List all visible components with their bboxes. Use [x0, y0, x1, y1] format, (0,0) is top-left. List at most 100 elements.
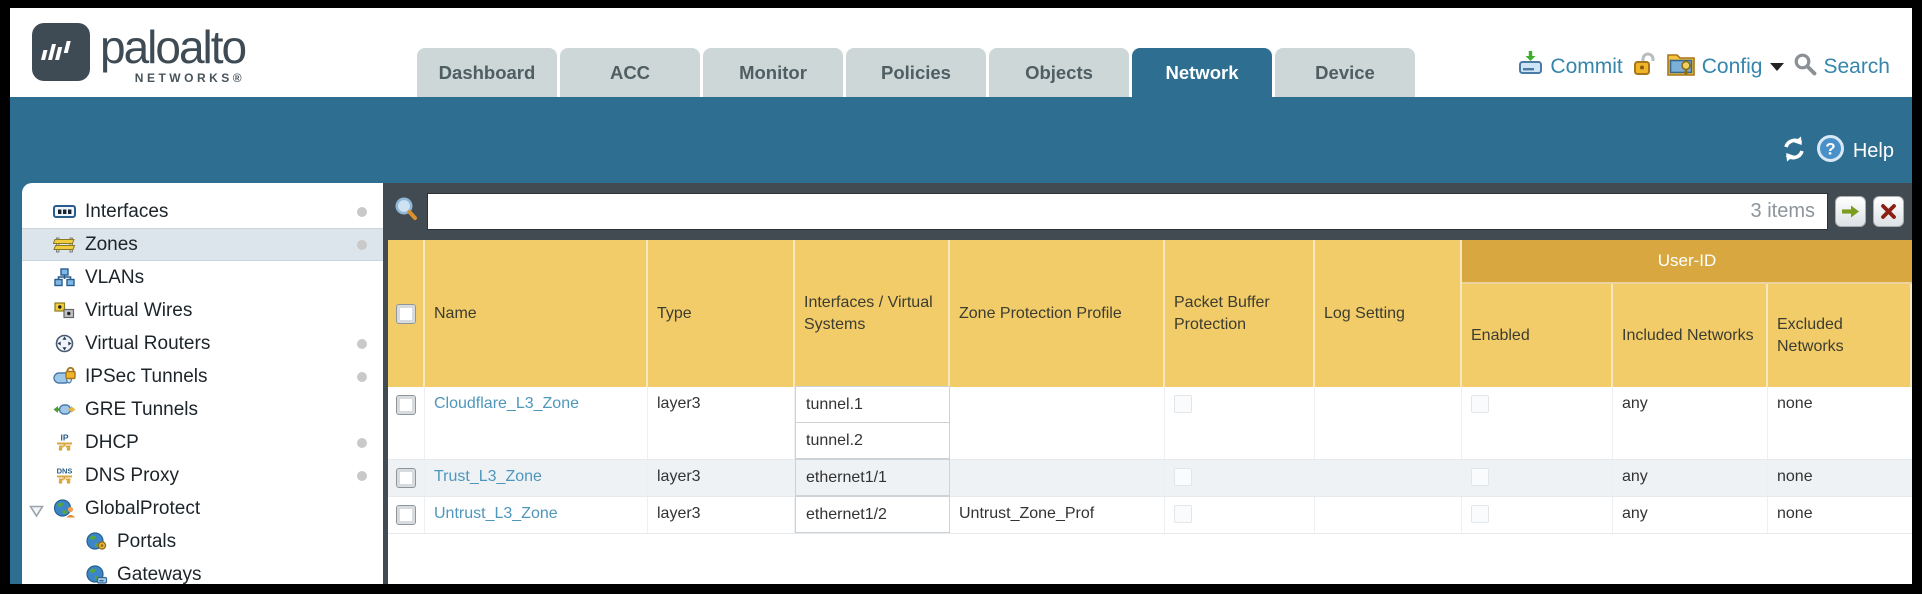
row-select-cell — [388, 497, 425, 533]
sidebar-item-gateways[interactable]: Gateways — [22, 558, 383, 584]
sidebar-item-globalprotect[interactable]: GlobalProtect — [22, 492, 383, 525]
sidebar-item-dhcp[interactable]: IP DHCP — [22, 426, 383, 459]
select-all-checkbox[interactable] — [395, 303, 416, 324]
virtual-routers-icon — [52, 334, 76, 354]
svg-text:DNS: DNS — [56, 467, 72, 476]
refresh-icon[interactable] — [1780, 135, 1808, 169]
column-header-zone-protection-profile[interactable]: Zone Protection Profile — [950, 240, 1165, 387]
panel-splitter[interactable] — [383, 183, 388, 584]
globalprotect-icon — [52, 499, 76, 519]
commit-label: Commit — [1550, 54, 1623, 78]
user-id-enabled-cell — [1462, 387, 1613, 459]
user-id-enabled-checkbox[interactable] — [1471, 505, 1489, 523]
help-label[interactable]: Help — [1852, 140, 1894, 162]
column-header-packet-buffer-protection[interactable]: Packet Buffer Protection — [1165, 240, 1315, 387]
row-checkbox[interactable] — [396, 505, 416, 525]
chevron-down-icon — [1770, 62, 1785, 71]
zone-interfaces-cell: ethernet1/2 — [795, 496, 950, 533]
status-dot — [357, 471, 367, 481]
user-id-enabled-cell — [1462, 497, 1613, 533]
zone-name-link[interactable]: Cloudflare_L3_Zone — [434, 395, 579, 412]
sidebar-item-label: Zones — [85, 233, 138, 255]
interfaces-icon — [52, 202, 76, 222]
included-networks-cell: any — [1613, 460, 1768, 496]
tab-monitor[interactable]: Monitor — [703, 48, 843, 97]
excluded-networks-cell: none — [1777, 505, 1813, 522]
filter-input[interactable] — [428, 194, 1751, 229]
lock-icon[interactable] — [1632, 51, 1657, 83]
zone-protection-profile-cell — [950, 460, 1165, 496]
sidebar-column: Interfaces Zones VLANs Virtual Wires Virtual… — [10, 183, 383, 584]
column-header-excluded-networks[interactable]: Excluded Networks — [1768, 284, 1912, 387]
svg-text:?: ? — [1825, 140, 1835, 159]
zone-interfaces-cell: tunnel.1 tunnel.2 — [795, 386, 950, 459]
brand-subtitle: NETWORKS® — [134, 71, 246, 85]
config-menu-button[interactable]: Config — [1666, 51, 1785, 83]
tab-device[interactable]: Device — [1275, 48, 1415, 97]
log-setting-cell — [1315, 387, 1462, 459]
row-checkbox[interactable] — [396, 395, 416, 415]
main-nav-tabs: Dashboard ACC Monitor Policies Objects Networ… — [417, 48, 1415, 97]
packet-buffer-protection-cell — [1165, 497, 1315, 533]
tab-acc[interactable]: ACC — [560, 48, 700, 97]
sidebar-item-label: Virtual Routers — [85, 332, 211, 354]
user-id-enabled-checkbox[interactable] — [1471, 395, 1489, 413]
column-header-interfaces[interactable]: Interfaces / Virtual Systems — [795, 240, 950, 387]
vlans-icon — [52, 268, 76, 288]
zone-type-cell: layer3 — [648, 497, 795, 533]
column-header-enabled[interactable]: Enabled — [1462, 284, 1613, 387]
sidebar-item-label: Gateways — [117, 563, 202, 585]
portals-icon — [84, 532, 108, 552]
tree-expand-icon[interactable] — [29, 502, 44, 518]
help-icon[interactable]: ? — [1816, 134, 1845, 169]
column-header-included-networks[interactable]: Included Networks — [1613, 284, 1768, 387]
filter-strip: 3 items — [388, 183, 1912, 240]
tab-network[interactable]: Network — [1132, 48, 1272, 97]
sidebar-item-gre-tunnels[interactable]: GRE Tunnels — [22, 393, 383, 426]
commit-button[interactable]: Commit — [1517, 50, 1623, 83]
status-dot — [357, 339, 367, 349]
packet-buffer-protection-checkbox[interactable] — [1174, 505, 1192, 523]
brand-text: paloalto NETWORKS® — [100, 23, 247, 85]
sidebar-item-zones[interactable]: Zones — [22, 228, 383, 261]
packet-buffer-protection-checkbox[interactable] — [1174, 468, 1192, 486]
packet-buffer-protection-checkbox[interactable] — [1174, 395, 1192, 413]
sidebar-item-vlans[interactable]: VLANs — [22, 261, 383, 294]
apply-filter-button[interactable] — [1835, 196, 1866, 227]
zone-name-link[interactable]: Trust_L3_Zone — [434, 468, 542, 485]
group-header-user-id: User-ID — [1462, 240, 1912, 284]
sidebar-item-label: IPSec Tunnels — [85, 365, 208, 387]
sidebar-item-ipsec-tunnels[interactable]: IPSec Tunnels — [22, 360, 383, 393]
column-header-name[interactable]: Name — [425, 240, 648, 387]
search-button[interactable]: Search — [1793, 52, 1890, 82]
sidebar-item-portals[interactable]: Portals — [22, 525, 383, 558]
excluded-networks-cell: none — [1777, 395, 1813, 412]
sidebar-item-label: DHCP — [85, 431, 139, 453]
row-checkbox[interactable] — [396, 468, 416, 488]
tab-objects[interactable]: Objects — [989, 48, 1129, 97]
status-dot — [357, 207, 367, 217]
tab-dashboard[interactable]: Dashboard — [417, 48, 557, 97]
sidebar-item-dns-proxy[interactable]: DNS DNS Proxy — [22, 459, 383, 492]
tab-policies[interactable]: Policies — [846, 48, 986, 97]
sidebar-item-interfaces[interactable]: Interfaces — [22, 195, 383, 228]
excluded-networks-cell: none — [1777, 468, 1813, 485]
sidebar-item-label: Interfaces — [85, 200, 169, 222]
sidebar-item-label: Portals — [117, 530, 177, 552]
included-networks-cell: any — [1613, 387, 1768, 459]
commit-icon — [1517, 50, 1544, 83]
clear-filter-button[interactable] — [1873, 196, 1904, 227]
user-id-enabled-cell — [1462, 460, 1613, 496]
user-id-enabled-checkbox[interactable] — [1471, 468, 1489, 486]
sidebar-item-virtual-routers[interactable]: Virtual Routers — [22, 327, 383, 360]
row-select-cell — [388, 460, 425, 496]
interface-item: ethernet1/2 — [795, 496, 950, 533]
zone-name-cell: Untrust_L3_Zone — [425, 497, 648, 533]
column-header-type[interactable]: Type — [648, 240, 795, 387]
teal-header-band: ? Help — [10, 97, 1912, 183]
zone-name-link[interactable]: Untrust_L3_Zone — [434, 505, 558, 522]
search-icon — [1793, 52, 1817, 82]
gre-tunnels-icon — [52, 400, 76, 420]
column-header-log-setting[interactable]: Log Setting — [1315, 240, 1462, 387]
sidebar-item-virtual-wires[interactable]: Virtual Wires — [22, 294, 383, 327]
